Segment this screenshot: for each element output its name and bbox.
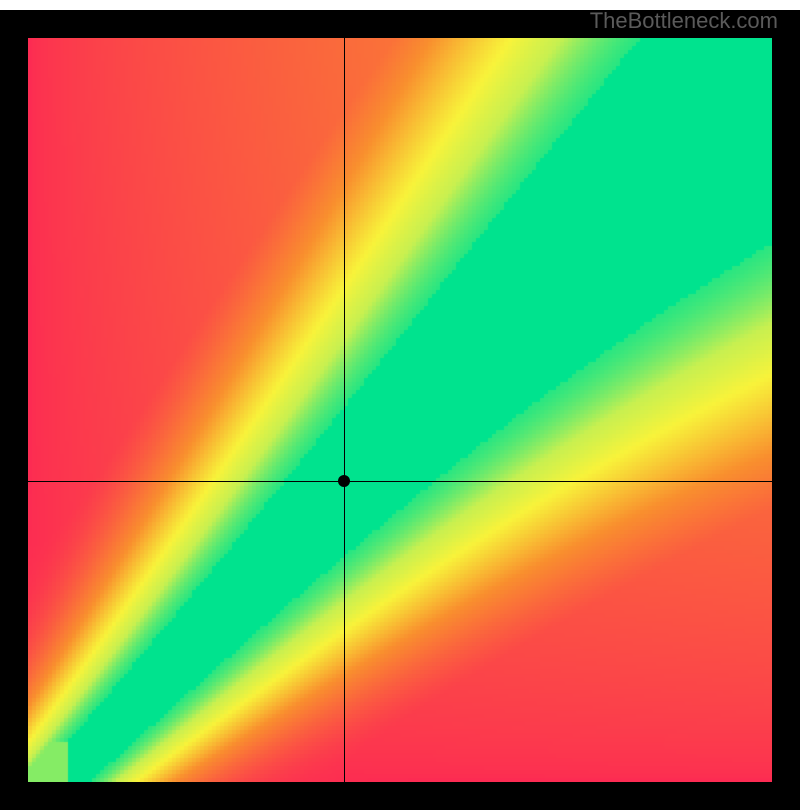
chart-inner (28, 38, 772, 782)
chart-container: TheBottleneck.com (0, 0, 800, 800)
crosshair-horizontal (28, 481, 772, 482)
marker-dot (338, 475, 350, 487)
watermark-text: TheBottleneck.com (590, 8, 778, 34)
heatmap-canvas (28, 38, 772, 782)
crosshair-vertical (344, 38, 345, 782)
